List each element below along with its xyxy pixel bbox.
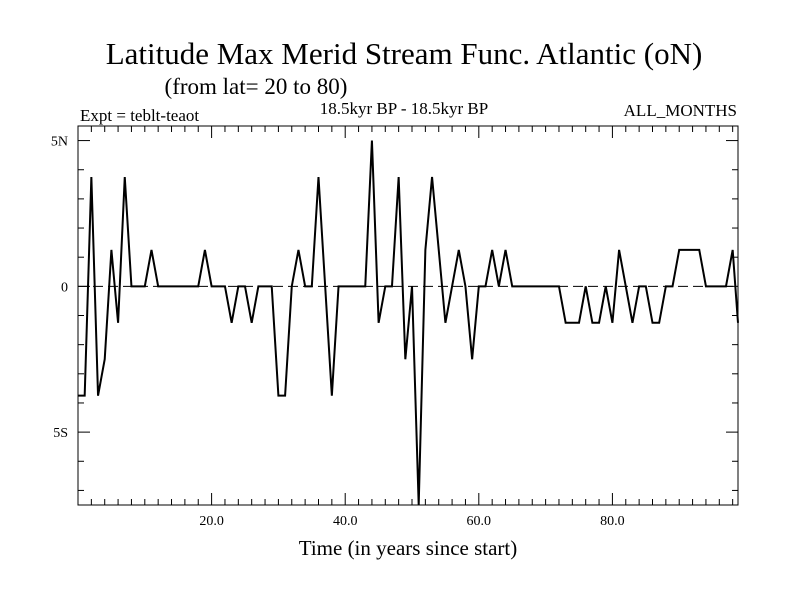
x-axis-label: Time (in years since start) xyxy=(299,536,518,560)
x-tick-label: 80.0 xyxy=(600,514,625,529)
x-tick-label: 40.0 xyxy=(333,514,358,529)
x-tick-label: 20.0 xyxy=(199,514,224,529)
period-label: 18.5kyr BP - 18.5kyr BP xyxy=(320,99,488,118)
chart-title: Latitude Max Merid Stream Func. Atlantic… xyxy=(106,36,703,71)
y-tick-label: 0 xyxy=(61,280,68,295)
chart-subtitle: (from lat= 20 to 80) xyxy=(165,74,348,99)
plot-area: 20.0 40.0 60.0 80.0 5N 0 5S xyxy=(51,126,739,529)
series-line xyxy=(78,140,739,506)
months-label: ALL_MONTHS xyxy=(624,101,737,120)
plot-frame xyxy=(77,125,739,506)
x-tick-label: 60.0 xyxy=(467,514,492,529)
y-tick-label: 5S xyxy=(53,426,68,441)
experiment-label: Expt = teblt-teaot xyxy=(80,106,199,125)
y-tick-label: 5N xyxy=(51,135,68,150)
